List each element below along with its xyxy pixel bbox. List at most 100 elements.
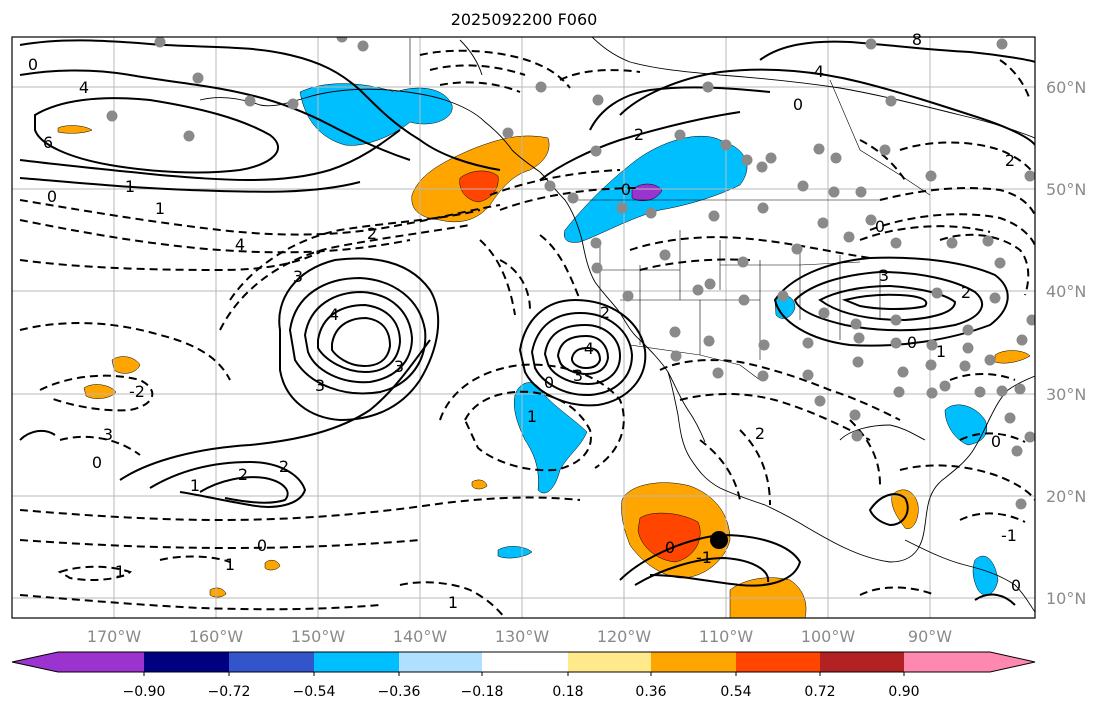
lon-label: 150°W	[290, 627, 346, 646]
lat-label: 60°N	[1046, 78, 1087, 97]
contour-label: 2	[755, 424, 765, 443]
contour-label: 4	[79, 78, 89, 97]
colorbar-segment	[314, 652, 399, 672]
colorbar-tick-label: −0.72	[207, 684, 251, 700]
contour-label: 1	[527, 407, 537, 426]
contour-label: 0	[28, 55, 38, 74]
orange-region-gulf-stream	[994, 350, 1031, 364]
lon-label: 90°W	[907, 627, 953, 646]
contour-label: 2	[279, 457, 289, 476]
orange-blob-west-3	[57, 125, 93, 134]
dashed-contours	[19, 49, 1035, 618]
colorbar-segment	[651, 652, 736, 672]
colorbar-segment	[229, 652, 314, 672]
solid-contours	[19, 39, 1035, 606]
contour-label: 3	[394, 357, 404, 376]
colorbar-tick-label: −0.18	[460, 684, 504, 700]
station-markers	[106, 37, 1035, 510]
contour-label: 1	[225, 555, 235, 574]
colorbar-segment	[820, 652, 904, 672]
colorbar-tick-label: −0.54	[292, 684, 336, 700]
contour-label: 2	[600, 303, 610, 322]
contour-label: 3	[103, 425, 113, 444]
colorbar-segment	[144, 652, 229, 672]
contour-label: 0	[621, 180, 631, 199]
contour-label: 0	[1011, 576, 1021, 595]
contour-label: 4	[235, 235, 245, 254]
lon-label: 120°W	[596, 627, 652, 646]
storm-center-marker	[710, 531, 728, 549]
colorbar-tick-label: −0.36	[377, 684, 421, 700]
map-frame	[11, 36, 1036, 619]
contour-label: 0	[793, 95, 803, 114]
colorbar	[11, 651, 1036, 676]
map-background	[12, 37, 1035, 618]
contour-label: 3	[879, 266, 889, 285]
contour-label: 2	[367, 224, 377, 243]
lon-label: 100°W	[800, 627, 856, 646]
orange-blob-small-4	[471, 479, 488, 490]
lon-label: 130°W	[494, 627, 550, 646]
contour-label: 1	[125, 177, 135, 196]
orange-blob-west-1	[111, 356, 141, 374]
lat-label: 30°N	[1046, 385, 1087, 404]
contour-label: 2	[634, 125, 644, 144]
colorbar-tick-label: −0.90	[122, 684, 166, 700]
contour-label: 0	[92, 453, 102, 472]
colorbar-segment	[58, 652, 144, 672]
contour-label: 0	[875, 217, 885, 236]
lat-label: 40°N	[1046, 282, 1087, 301]
red-core-mexico-offshore	[637, 512, 701, 563]
lon-label: 140°W	[392, 627, 448, 646]
colorbar-tick-label: 0.18	[552, 684, 584, 700]
colorbar-segment	[568, 652, 651, 672]
colorbar-segment	[990, 652, 1035, 672]
contour-label: 1	[155, 199, 165, 218]
lat-label: 10°N	[1046, 589, 1087, 608]
lon-label: 160°W	[188, 627, 244, 646]
colorbar-tick-label: 0.72	[804, 684, 836, 700]
political-borders	[409, 38, 931, 381]
lon-label: 170°W	[86, 627, 142, 646]
colorbar-segment	[904, 652, 990, 672]
lat-label: 20°N	[1046, 487, 1087, 506]
contour-label: 3	[573, 366, 583, 385]
contour-label: 4	[814, 62, 824, 81]
contour-label: 0	[47, 187, 57, 206]
orange-region-caribbean	[891, 489, 919, 530]
colorbar-segment	[736, 652, 820, 672]
contour-label: -2	[129, 382, 145, 401]
contour-label: 1	[448, 593, 458, 612]
orange-blob-west-2	[83, 384, 117, 399]
colorbar-outline	[11, 651, 1036, 673]
lon-label: 110°W	[698, 627, 754, 646]
contour-label: 2	[961, 283, 971, 302]
contour-labels: 0 4 6 1 0 1 2 4 3 -2 3 3 4 3 2 2 1 0 1 0…	[28, 30, 1021, 612]
contour-label: 0	[544, 373, 554, 392]
contour-label: -1	[1001, 526, 1017, 545]
contour-label: 1	[115, 562, 125, 581]
contour-label: 4	[584, 339, 594, 358]
lat-label: 50°N	[1046, 180, 1087, 199]
cyan-blob-small-1	[497, 546, 533, 559]
contour-label: 4	[329, 305, 339, 324]
contour-label: 1	[190, 476, 200, 495]
map-title: 2025092200 F060	[450, 10, 598, 29]
contour-label: 1	[936, 342, 946, 361]
colorbar-tick-label: 0.36	[635, 684, 667, 700]
contour-label: 3	[315, 376, 325, 395]
orange-blob-small-2	[264, 559, 281, 571]
contour-label: 8	[912, 30, 922, 49]
contour-label: 0	[907, 333, 917, 352]
colorbar-segment	[399, 652, 482, 672]
contour-label: 0	[257, 536, 267, 555]
colorbar-segment	[482, 652, 568, 672]
contour-label: 3	[293, 267, 303, 286]
contour-label: 6	[43, 133, 53, 152]
contour-label: 2	[238, 465, 248, 484]
contour-label: 2	[1005, 151, 1015, 170]
graticule	[12, 37, 1035, 618]
colorbar-tick-label: 0.54	[720, 684, 752, 700]
colorbar-segment	[12, 652, 58, 672]
